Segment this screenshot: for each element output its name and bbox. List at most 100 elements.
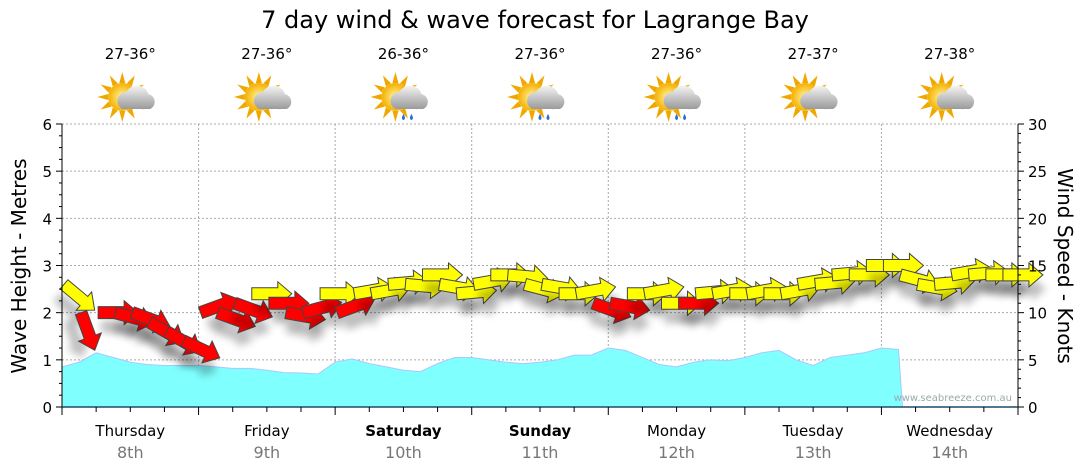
sun-ray [126, 107, 135, 119]
day-temperature: 27-36° [514, 45, 565, 63]
sun-ray [109, 75, 118, 87]
partly-cloudy-rain-icon [507, 72, 565, 122]
sun-ray [929, 75, 938, 87]
wind-arrow-shape [180, 334, 221, 364]
sun-ray [792, 107, 801, 119]
wind-arrow-shape [319, 280, 361, 307]
sun-ray [529, 111, 535, 122]
y2-axis-label: Wind Speed - Knots [1053, 168, 1077, 364]
rain-drop [538, 114, 542, 120]
sun-ray [938, 72, 945, 83]
sun-ray [809, 107, 818, 119]
wind-arrow-shape [74, 309, 103, 351]
day-temperature: 27-36° [105, 45, 156, 63]
y-tick-label: 4 [42, 210, 52, 228]
sun-ray [646, 84, 658, 93]
partly-cloudy-icon [780, 72, 838, 122]
sun-ray [646, 101, 658, 110]
sun-ray [665, 72, 672, 83]
sun-ray [656, 107, 665, 119]
y-tick-label: 6 [42, 116, 52, 134]
day-name: Sunday [509, 422, 572, 440]
cloud [117, 85, 155, 109]
sun-ray [119, 72, 126, 83]
partly-cloudy-icon [233, 72, 292, 122]
watermark: www.seabreeze.com.au [894, 393, 1012, 404]
cloud [253, 85, 292, 109]
rain-drop [546, 114, 550, 120]
sun-ray [780, 94, 792, 100]
sun-ray [946, 75, 955, 87]
cloud [800, 85, 838, 109]
y-axis-label: Wave Height - Metres [7, 158, 31, 373]
sun-ray [656, 75, 665, 87]
y-tick-label: 1 [42, 352, 52, 370]
day-date: 9th [254, 443, 281, 462]
rain-drop [401, 114, 405, 120]
sun-ray [255, 111, 262, 122]
partly-cloudy-rain-icon [643, 72, 701, 122]
wind-arrow-shadow [177, 349, 217, 377]
wind-arrow-shape [574, 276, 617, 303]
y2-tick-label: 5 [1028, 352, 1038, 370]
sun-ray [643, 94, 655, 100]
sun-ray [119, 111, 126, 122]
y-tick-label: 2 [42, 305, 52, 323]
day-date: 8th [117, 443, 144, 462]
sun-ray [920, 101, 932, 110]
sun-ray [665, 111, 672, 122]
partly-cloudy-icon [97, 72, 155, 122]
y2-tick-label: 15 [1028, 258, 1047, 276]
sun-ray [263, 75, 272, 87]
cloud [936, 85, 975, 109]
y2-tick-label: 30 [1028, 116, 1047, 134]
day-date: 13th [795, 443, 832, 462]
sun-ray [916, 94, 928, 100]
cloud [663, 85, 701, 109]
sun-ray [255, 72, 262, 83]
sun-ray [392, 72, 399, 83]
day-name: Monday [647, 422, 706, 440]
sun-ray [97, 94, 109, 100]
sun-ray [519, 75, 528, 87]
sun-ray [109, 107, 118, 119]
sun-ray [126, 75, 135, 87]
y-tick-label: 5 [42, 163, 52, 181]
rain-drop [675, 114, 679, 120]
sun-ray [672, 107, 682, 119]
day-name: Wednesday [906, 422, 993, 440]
sun-ray [382, 75, 392, 87]
day-date: 10th [385, 443, 422, 462]
sun-ray [373, 101, 385, 110]
sun-ray [233, 94, 245, 100]
sun-ray [938, 111, 945, 122]
sun-ray [263, 107, 272, 119]
day-temperature: 27-38° [924, 45, 975, 63]
wind-arrow [63, 309, 103, 358]
sun-ray [929, 107, 938, 119]
sun-ray [246, 75, 255, 87]
partly-cloudy-rain-icon [370, 72, 428, 122]
cloud [527, 85, 565, 109]
day-date: 11th [522, 443, 559, 462]
day-name: Friday [244, 422, 290, 440]
sun-ray [237, 84, 249, 93]
sun-ray [246, 107, 255, 119]
sun-ray [946, 107, 955, 119]
wind-arrow-shape [642, 276, 685, 303]
wind-arrow [177, 334, 221, 377]
sun-ray [392, 111, 399, 122]
sun-ray [507, 94, 518, 100]
day-temperature: 27-37° [788, 45, 839, 63]
sun-ray [519, 107, 528, 119]
wind-arrow [1002, 261, 1046, 301]
cloud [390, 85, 428, 109]
partly-cloudy-icon [916, 72, 975, 122]
rain-drop [409, 114, 413, 120]
sun-ray [510, 84, 522, 93]
wind-arrow-shadow [63, 318, 90, 358]
y2-tick-label: 25 [1028, 163, 1047, 181]
day-name: Thursday [94, 422, 165, 440]
